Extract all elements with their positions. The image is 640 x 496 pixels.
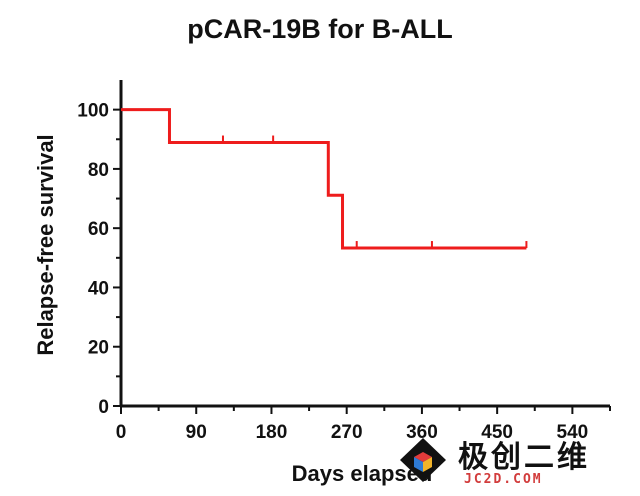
axes (119, 80, 610, 408)
watermark-logo: 极创二维 JC2D.COM (388, 428, 640, 496)
x-tick-label: 0 (116, 422, 127, 443)
x-tick-label: 540 (557, 422, 589, 443)
y-axis-title: Relapse-free survival (33, 134, 58, 355)
survival-curve (121, 108, 527, 250)
x-tick-label: 270 (331, 422, 363, 443)
censor-marks (221, 135, 528, 249)
tick-labels: 0 20 40 60 80 100 0 90 180 270 360 450 540 (77, 101, 588, 443)
y-tick-label: 20 (88, 338, 109, 359)
x-tick-label: 90 (186, 422, 207, 443)
x-tick-label: 180 (256, 422, 288, 443)
y-tick-label: 100 (77, 101, 109, 122)
y-tick-label: 0 (98, 397, 109, 418)
watermark-text-en: JC2D.COM (464, 472, 543, 487)
y-tick-label: 80 (88, 160, 109, 181)
x-tick-label: 450 (481, 422, 513, 443)
x-tick-label: 360 (406, 422, 438, 443)
axis-ticks (113, 108, 611, 414)
cube-logo-icon (400, 438, 446, 482)
y-tick-label: 60 (88, 219, 109, 240)
chart-title: pCAR-19B for B-ALL (187, 14, 453, 44)
y-tick-label: 40 (88, 278, 109, 299)
watermark-text-cn: 极创二维 (458, 440, 590, 475)
